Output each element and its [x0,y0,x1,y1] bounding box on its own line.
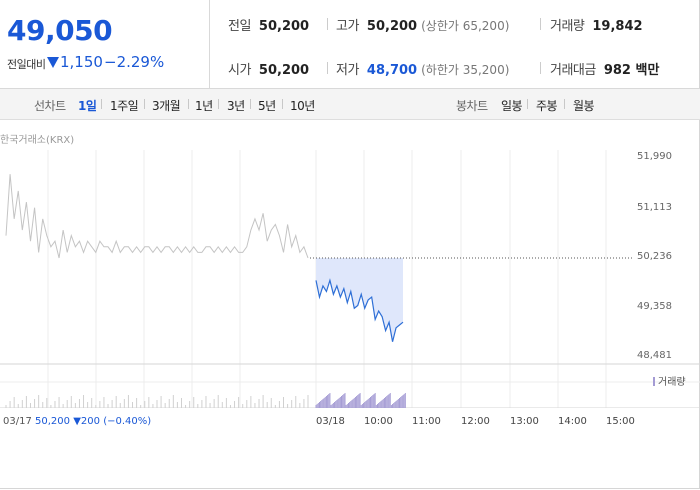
stat-low: 저가 48,700 (하한가 35,200) [336,63,510,78]
volume-legend: 거래량 [653,373,686,388]
prev-day-line [5,174,309,259]
stat-prev-close: 전일 50,200 [228,19,310,34]
divider [250,99,251,109]
divider [101,99,102,109]
change-percent: −2.29% [104,53,165,71]
chart-period-tabs: 선차트 1일 1주일 3개월 1년 3년 5년 10년 봉차트 일봉 주봉 월봉 [0,89,700,120]
prev-day-info: 03/17 50,200 ▼200 (−0.40%) [3,416,151,427]
change-value: 1,150 [47,53,103,71]
x-tick: 13:00 [510,416,539,427]
divider [540,18,541,30]
tab-daily-candle[interactable]: 일봉 [501,99,523,113]
tab-3year[interactable]: 3년 [227,99,245,113]
prev-info-change: ▼200 (−0.40%) [73,416,152,427]
divider [327,62,328,74]
exchange-label: 한국거래소(KRX) [0,135,75,146]
divider [144,99,145,109]
tab-1week[interactable]: 1주일 [110,99,139,113]
stat-volume: 거래량 19,842 [550,19,643,34]
candle-chart-label: 봉차트 [456,99,488,113]
divider [564,99,565,109]
current-price: 49,050 [7,14,113,47]
tab-10year[interactable]: 10년 [290,99,315,113]
tab-3month[interactable]: 3개월 [152,99,181,113]
price-chart[interactable] [0,146,700,408]
date-label-today: 03/18 [316,416,345,427]
today-line [315,278,404,342]
line-chart-label: 선차트 [34,99,66,113]
down-arrow-icon [47,57,59,68]
divider [218,99,219,109]
y-tick: 51,990 [637,151,672,162]
prev-info-price: 50,200 [35,416,71,427]
y-tick: 49,358 [637,301,672,312]
stat-high: 고가 50,200 (상한가 65,200) [336,19,510,34]
change-label: 전일대비 [7,58,46,71]
divider [282,99,283,109]
y-tick: 48,481 [637,350,672,361]
quote-header: 49,050 전일대비 1,150 −2.29% 전일 50,200 시가 50,2… [0,0,700,89]
price-box: 49,050 전일대비 1,150 −2.29% [0,0,210,88]
today-fill [316,257,403,342]
x-tick: 11:00 [412,416,441,427]
x-tick: 10:00 [364,416,393,427]
y-tick: 50,236 [637,251,672,262]
divider [540,62,541,74]
y-tick: 51,113 [637,202,672,213]
stat-amount: 거래대금 982 백만 [550,63,660,78]
divider [188,99,189,109]
volume-swatch [653,377,655,386]
date-label-prev: 03/17 [3,416,32,427]
quote-stats: 전일 50,200 시가 50,200 고가 50,200 (상한가 65,200) 저… [210,0,700,88]
tab-1year[interactable]: 1년 [195,99,213,113]
tab-5year[interactable]: 5년 [258,99,276,113]
x-tick: 14:00 [558,416,587,427]
tab-monthly-candle[interactable]: 월봉 [573,99,595,113]
tab-weekly-candle[interactable]: 주봉 [536,99,558,113]
tab-1day[interactable]: 1일 [78,99,97,113]
x-tick: 12:00 [461,416,490,427]
divider [527,99,528,109]
x-tick: 15:00 [606,416,635,427]
stat-open: 시가 50,200 [228,63,310,78]
divider [327,18,328,30]
